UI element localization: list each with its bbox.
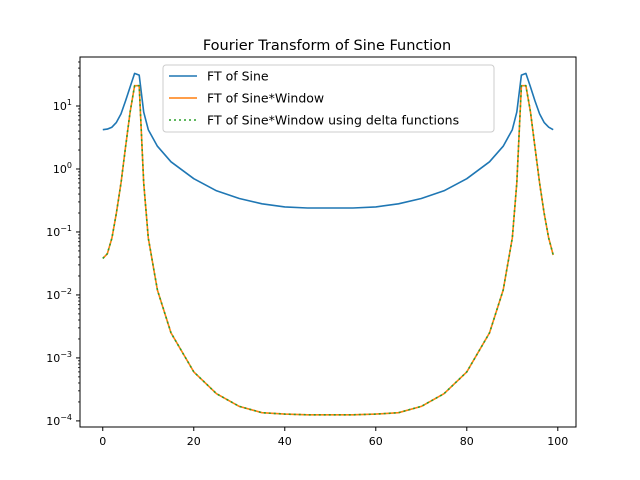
chart-title: Fourier Transform of Sine Function xyxy=(203,38,451,54)
y-tick-label-base: 10 xyxy=(46,415,60,428)
y-tick-label-base: 10 xyxy=(46,352,60,365)
series-line-0 xyxy=(102,72,554,209)
x-tick-label: 40 xyxy=(278,435,292,448)
x-tick-label: 60 xyxy=(369,435,383,448)
legend-label-2: FT of Sine*Window using delta functions xyxy=(207,113,459,128)
y-tick-label-exponent: −3 xyxy=(60,350,72,359)
plot-area xyxy=(102,72,554,416)
y-tick-label: 101 xyxy=(53,98,72,113)
x-tick-label: 0 xyxy=(99,435,106,448)
y-tick-label: 10−4 xyxy=(46,413,72,428)
y-tick-label-base: 10 xyxy=(46,289,60,302)
x-tick-label: 80 xyxy=(460,435,474,448)
legend-label-0: FT of Sine xyxy=(207,69,269,84)
y-tick-label-base: 10 xyxy=(53,163,67,176)
y-tick-label: 100 xyxy=(53,161,72,176)
y-tick-label-base: 10 xyxy=(46,226,60,239)
y-tick-label-exponent: −4 xyxy=(60,413,72,422)
y-tick-label-base: 10 xyxy=(53,100,67,113)
y-tick-label: 10−3 xyxy=(46,350,72,365)
series-line-2 xyxy=(102,84,554,416)
y-tick-label-exponent: 1 xyxy=(67,98,72,107)
y-tick-label-exponent: 0 xyxy=(67,161,72,170)
y-tick-label-exponent: −1 xyxy=(60,224,72,233)
legend-box xyxy=(162,64,495,133)
x-tick-label: 100 xyxy=(547,435,568,448)
y-tick-label: 10−1 xyxy=(46,224,72,239)
x-tick-label: 20 xyxy=(187,435,201,448)
y-tick-label: 10−2 xyxy=(46,287,72,302)
legend: FT of Sine FT of Sine*Window FT of Sine*Wi… xyxy=(162,64,495,133)
legend-label-1: FT of Sine*Window xyxy=(207,91,324,106)
axes-frame xyxy=(79,56,577,428)
y-tick-label-exponent: −2 xyxy=(60,287,72,296)
